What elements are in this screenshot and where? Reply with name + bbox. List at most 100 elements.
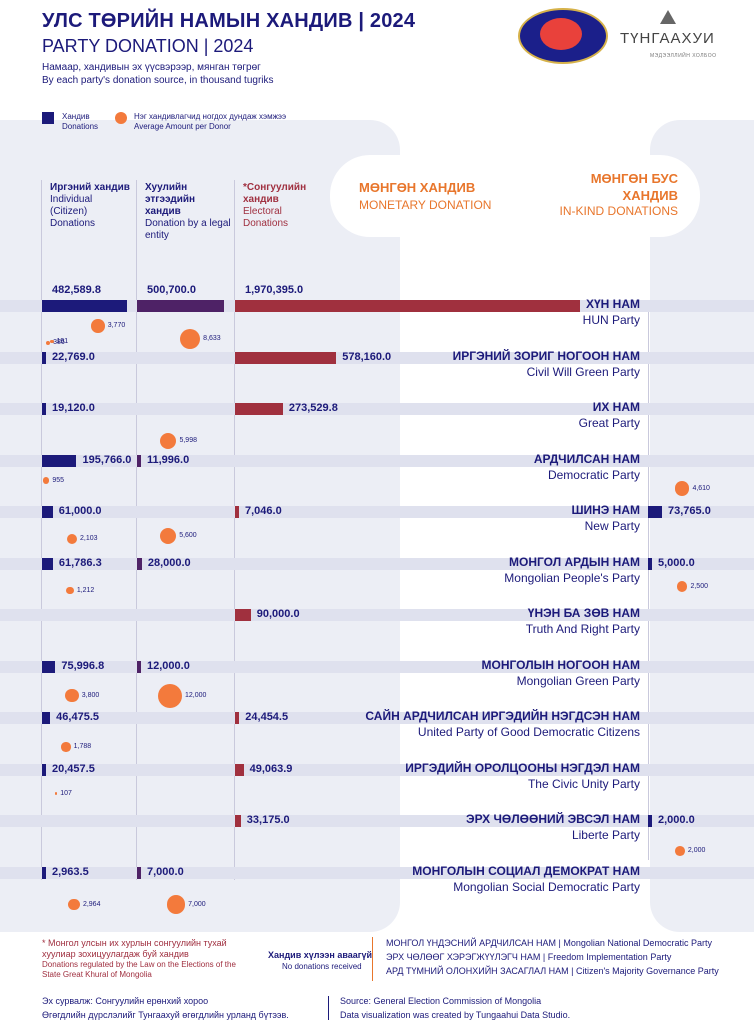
value-electoral: 578,160.0	[342, 350, 392, 363]
avg-donor-bubble	[66, 586, 74, 595]
row-stripe	[0, 454, 754, 467]
monetary-title-mn: МӨНГӨН ХАНДИВ	[359, 180, 476, 195]
source-mn-2: Өгөгдлийн дүрслэлийг Тунгаахуй өгөгдлийн…	[42, 1010, 289, 1020]
value-legal: 7,000.0	[147, 865, 184, 878]
value-electoral: 90,000.0	[256, 608, 300, 620]
tungaahui-logo: ТҮНГААХУИ	[620, 30, 715, 47]
avg-donor-bubble	[675, 846, 685, 856]
row-stripe	[0, 609, 754, 621]
avg-donor-bubble	[158, 683, 182, 708]
no-donations-party-3: АРД ТҮМНИЙ ОЛОНХИЙН ЗАСАГЛАЛ НАМ | Citiz…	[386, 966, 719, 976]
value-inkind: 73,765.0	[668, 505, 711, 517]
row-stripe	[0, 815, 754, 827]
party-name-en: Mongolian People's Party	[504, 570, 640, 585]
bar-electoral	[235, 815, 241, 827]
party-name-mn: ҮНЭН БА ЗӨВ НАМ	[527, 606, 640, 620]
party-name-en: Democratic Party	[547, 467, 640, 482]
avg-donor-bubble	[66, 533, 78, 545]
guide-inkind	[648, 300, 649, 860]
page-title: УЛС ТӨРИЙН НАМЫН ХАНДИВ | 2024	[42, 10, 416, 32]
no-donations-mn: Хандив хүлээн аваагүй	[268, 950, 373, 960]
avg-donor-bubble-label: 3,800	[81, 691, 100, 699]
no-donations-party-1: МОНГОЛ ҮНДЭСНИЙ АРДЧИЛСАН НАМ | Mongolia…	[386, 938, 712, 948]
bar-electoral	[235, 506, 239, 518]
party-name-en: Civil Will Green Party	[526, 364, 640, 379]
avg-donor-bubble	[45, 340, 51, 346]
bar-individual	[42, 712, 51, 724]
avg-donor-bubble	[42, 477, 50, 484]
footnote-en: Donations regulated by the Law on the El…	[42, 960, 236, 979]
row-stripe	[0, 403, 754, 415]
inkind-title-en: IN-KIND DONATIONS	[559, 204, 678, 218]
no-donations-divider	[372, 937, 373, 981]
value-individual: 195,766.0	[82, 453, 132, 466]
value-individual: 61,786.3	[58, 556, 102, 569]
avg-donor-bubble-label: 4,610	[692, 484, 710, 492]
guide-legal	[136, 180, 137, 880]
value-individual: 75,996.8	[61, 659, 105, 672]
party-name-mn: АРДЧИЛСАН НАМ	[533, 451, 640, 466]
legend-avg-swatch	[115, 112, 127, 124]
bar-electoral	[235, 403, 283, 415]
legend-donations-swatch	[42, 112, 54, 124]
row-stripe	[0, 351, 754, 364]
party-name-mn: ЭРХ ЧӨЛӨӨНИЙ ЭВСЭЛ НАМ	[466, 812, 640, 826]
avg-donor-bubble-label: 2,500	[690, 582, 708, 590]
party-name-en: Truth And Right Party	[525, 622, 640, 636]
avg-donor-bubble-label: 191	[56, 337, 69, 345]
party-name-mn: ШИНЭ НАМ	[571, 503, 640, 517]
tungaahui-logo-icon	[660, 10, 676, 24]
col-electoral-header: *Сонгуулийн хандив Electoral Donations	[243, 182, 323, 230]
footnote-mn: * Монгол улсын их хурлын сонгуулийн туха…	[42, 938, 227, 959]
party-name-en: New Party	[584, 519, 640, 533]
col-electoral-en: Electoral Donations	[243, 206, 289, 229]
avg-donor-bubble	[50, 339, 54, 343]
value-electoral: 7,046.0	[245, 505, 282, 517]
monetary-panel	[0, 120, 400, 932]
value-individual: 20,457.5	[52, 762, 95, 775]
footnote: * Монгол улсын их хурлын сонгуулийн туха…	[42, 938, 242, 980]
inkind-header-pill	[560, 155, 700, 237]
bar-individual	[42, 763, 46, 776]
value-electoral: 49,063.9	[249, 762, 293, 775]
avg-donor-bubble	[159, 527, 177, 545]
value-legal: 28,000.0	[147, 556, 191, 569]
avg-donor-bubble	[65, 688, 79, 703]
value-individual: 61,000.0	[58, 505, 102, 517]
party-name-en: Great Party	[578, 416, 640, 430]
col-individual-en: Individual (Citizen) Donations	[50, 194, 96, 229]
row-stripe	[0, 557, 754, 570]
bar-inkind	[648, 506, 662, 518]
party-name-mn: САЙН АРДЧИЛСАН ИРГЭДИЙН НЭГДСЭН НАМ	[365, 709, 640, 723]
monetary-title-en: MONETARY DONATION	[359, 198, 492, 212]
party-name-en: The Civic Unity Party	[527, 776, 640, 791]
no-donations-party-2: ЭРХ ЧӨЛӨӨГ ХЭРЭГЖҮҮЛЭГЧ НАМ | Freedom Im…	[386, 952, 672, 962]
bar-individual	[42, 866, 46, 879]
bar-legal	[137, 454, 141, 467]
col-individual-mn: Иргэний хандив	[50, 182, 130, 193]
col-legal-en: Donation by a legal entity	[145, 218, 231, 241]
bar-legal	[137, 557, 142, 570]
row-stripe	[0, 763, 754, 776]
guide-electoral	[234, 180, 235, 880]
avg-donor-bubble-label: 955	[52, 476, 65, 484]
desc-mn: Намаар, хандивын эх үүсвэрээр, мянган тө…	[42, 62, 261, 73]
party-name-mn: ИХ НАМ	[592, 400, 640, 414]
party-name-mn: ИРГЭДИЙН ОРОЛЦООНЫ НЭГДЭЛ НАМ	[405, 760, 640, 775]
value-legal: 11,996.0	[147, 453, 190, 466]
bar-electoral	[235, 609, 251, 621]
guide-individual	[41, 180, 42, 880]
value-legal: 500,700.0	[147, 284, 196, 296]
value-electoral: 33,175.0	[246, 814, 290, 826]
inkind-panel	[650, 120, 754, 932]
bar-legal	[137, 300, 224, 312]
avg-donor-bubble	[674, 481, 690, 496]
bar-individual	[42, 557, 53, 570]
value-individual: 482,589.8	[52, 284, 101, 296]
legend-donations-mn: Хандив	[62, 112, 90, 121]
bar-legal	[137, 660, 141, 673]
source-en-2: Data visualization was created by Tungaa…	[340, 1010, 571, 1020]
value-legal: 12,000.0	[147, 659, 190, 672]
avg-donor-bubble	[179, 328, 201, 350]
